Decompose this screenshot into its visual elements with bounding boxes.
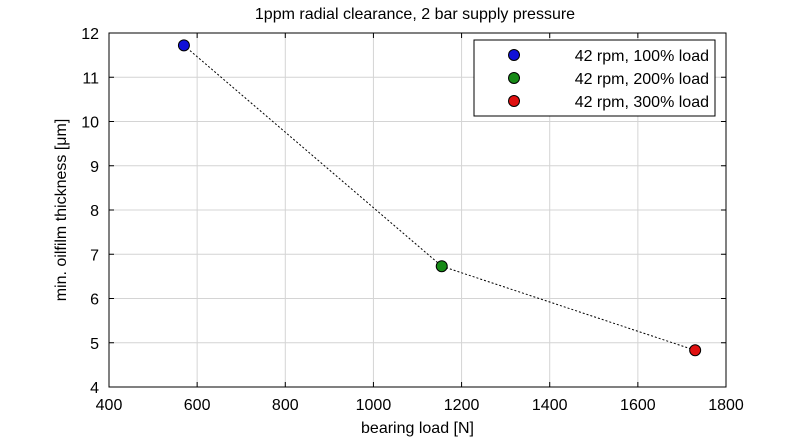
legend-marker-2 xyxy=(508,72,520,84)
chart-title: 1ppm radial clearance, 2 bar supply pres… xyxy=(255,6,575,23)
x-tick-label: 1200 xyxy=(444,397,480,414)
legend-label-2: 42 rpm, 200% load xyxy=(575,71,709,88)
legend-marker-3 xyxy=(508,95,520,107)
x-tick-label: 1400 xyxy=(532,397,568,414)
y-tick-label: 6 xyxy=(90,292,99,309)
y-tick-label: 9 xyxy=(90,159,99,176)
data-points xyxy=(177,39,702,357)
x-axis-label: bearing load [N] xyxy=(361,420,474,437)
legend-marker-1 xyxy=(508,49,520,61)
y-tick-label: 8 xyxy=(90,203,99,220)
legend: 42 rpm, 100% load 42 rpm, 200% load 42 rpm… xyxy=(473,39,716,117)
x-tick-label: 600 xyxy=(184,397,211,414)
data-point-2 xyxy=(435,260,448,273)
data-point-3 xyxy=(689,344,702,357)
y-tick-label: 7 xyxy=(90,247,99,264)
x-tick-label: 1000 xyxy=(356,397,392,414)
x-tick-label: 800 xyxy=(272,397,299,414)
x-tick-label: 1800 xyxy=(708,397,744,414)
y-tick-label: 5 xyxy=(90,336,99,353)
y-axis-ticks: 4 5 6 7 8 9 10 11 12 xyxy=(81,26,726,397)
x-axis-ticks: 400 600 800 1000 1200 1400 1600 1800 xyxy=(96,33,744,414)
data-point-1 xyxy=(177,39,190,52)
y-tick-label: 12 xyxy=(81,26,99,43)
connector-line xyxy=(183,45,696,351)
y-tick-label: 10 xyxy=(81,115,99,132)
y-tick-label: 4 xyxy=(90,380,99,397)
x-tick-label: 400 xyxy=(96,397,123,414)
legend-label-1: 42 rpm, 100% load xyxy=(575,48,709,65)
x-tick-label: 1600 xyxy=(620,397,656,414)
y-axis-label: min. oilfilm thickness [μm] xyxy=(53,119,70,302)
legend-label-3: 42 rpm, 300% load xyxy=(575,94,709,111)
y-tick-label: 11 xyxy=(82,70,99,87)
